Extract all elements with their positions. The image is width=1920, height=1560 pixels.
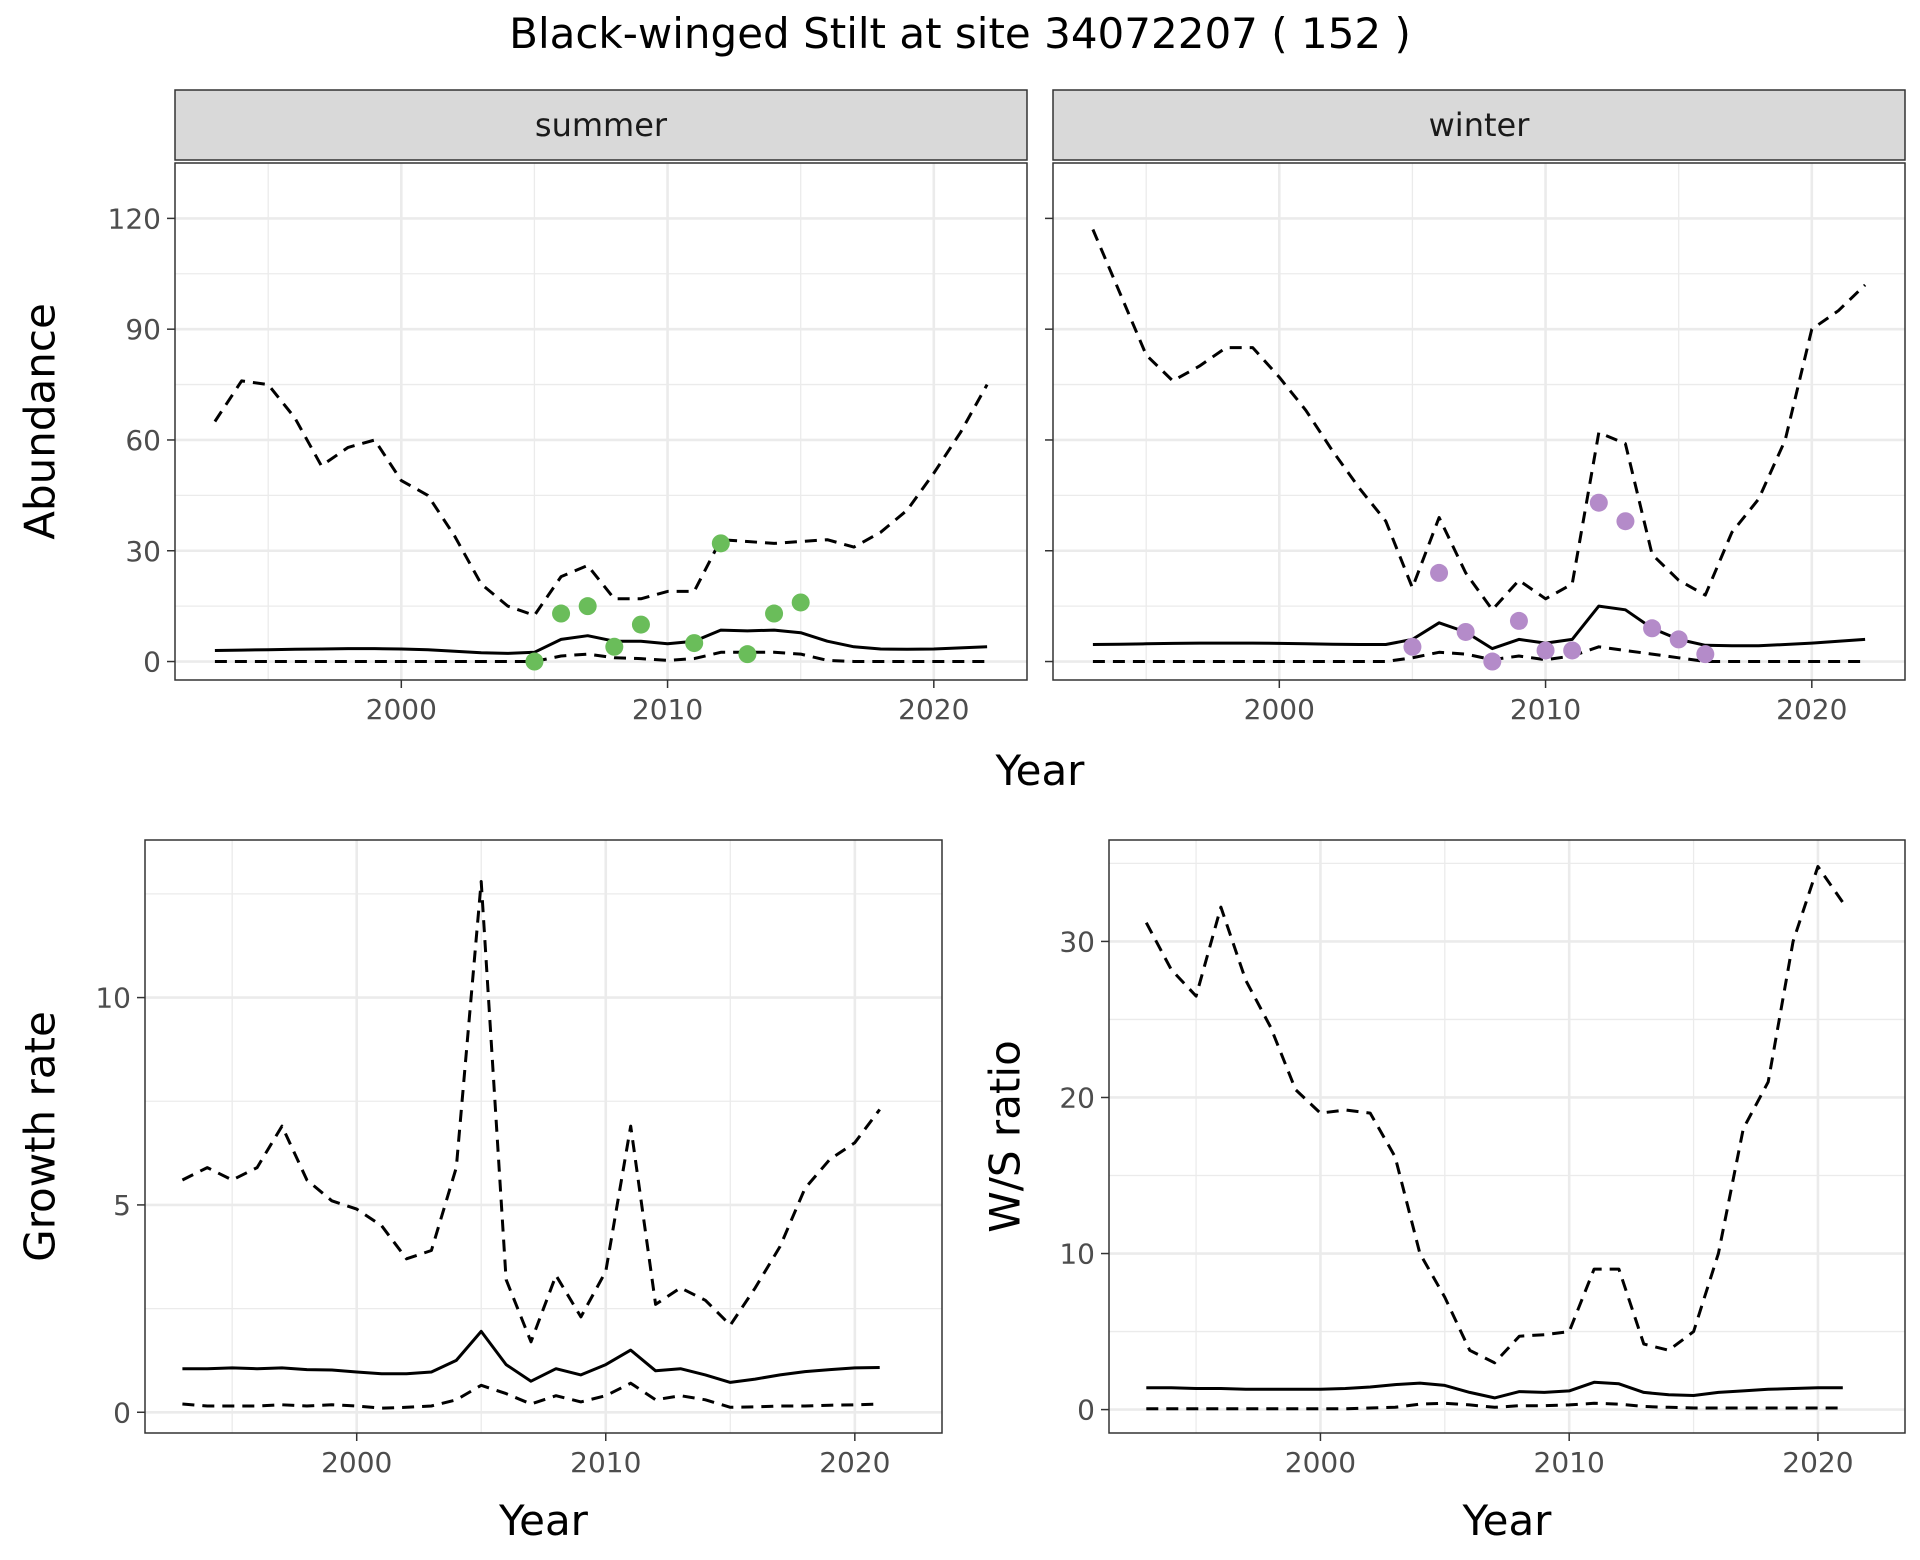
y-tick-label: 5 xyxy=(113,1189,131,1222)
series-line-dashed-2 xyxy=(214,650,988,663)
data-point xyxy=(605,637,624,656)
plot-background xyxy=(1109,840,1905,1433)
y-tick-label: 10 xyxy=(95,982,131,1015)
x-tick-label: 2010 xyxy=(1534,1446,1605,1479)
panel-border xyxy=(1052,162,1906,681)
panel-growth-rate: 2000 2010 2020 0 5 10 Growth rate Year xyxy=(16,839,943,1545)
series-line-dashed-0 xyxy=(1091,228,1867,612)
panel-ws-ratio: 2000 2010 2020 0 10 20 30 W/S ratio Year xyxy=(981,839,1906,1545)
y-tick-label: 0 xyxy=(1077,1394,1095,1427)
x-tick-label: 2010 xyxy=(570,1446,641,1479)
data-point xyxy=(1643,619,1662,638)
series-line-dashed-2 xyxy=(1092,645,1866,663)
plot-background xyxy=(175,163,1027,680)
y-axis-title: W/S ratio xyxy=(981,1040,1030,1233)
data-point xyxy=(1589,493,1608,512)
facet-strip xyxy=(174,89,1028,161)
figure-title: Black-winged Stilt at site 34072207 ( 15… xyxy=(509,9,1411,58)
y-tick-label: 60 xyxy=(125,424,161,457)
series-line-dashed-0 xyxy=(181,880,881,1344)
x-tick-label: 2000 xyxy=(321,1446,392,1479)
y-tick-label: 30 xyxy=(125,535,161,568)
data-point xyxy=(1563,641,1582,660)
data-point xyxy=(1430,563,1449,582)
plot-background xyxy=(145,840,942,1433)
data-point xyxy=(1509,611,1528,630)
panel-summer: summer 2000 2010 2020 0 30 60 90 120 Abundance xyxy=(16,89,1028,726)
y-tick-label: 10 xyxy=(1059,1238,1095,1271)
series-line-dashed-2 xyxy=(1146,1401,1843,1411)
data-point xyxy=(1456,622,1475,641)
y-tick-label: 0 xyxy=(143,646,161,679)
data-point xyxy=(1536,641,1555,660)
data-point xyxy=(791,593,810,612)
data-point xyxy=(1669,630,1688,649)
y-axis-title: Growth rate xyxy=(16,1011,65,1262)
panel-winter: winter 2000 2010 2020 xyxy=(1045,89,1906,726)
x-tick-label: 2010 xyxy=(1510,693,1581,726)
shared-x-axis-title: Year xyxy=(995,746,1086,795)
x-tick-label: 2000 xyxy=(1285,1446,1356,1479)
y-tick-label: 20 xyxy=(1059,1081,1095,1114)
y-axis-title: Abundance xyxy=(16,303,65,540)
data-point xyxy=(1616,512,1635,531)
series-line-solid-1 xyxy=(1146,1380,1843,1400)
facet-strip-label: summer xyxy=(535,106,668,144)
x-tick-label: 2020 xyxy=(819,1446,890,1479)
panel-border xyxy=(1108,839,1906,1434)
x-axis-title: Year xyxy=(1462,1496,1553,1545)
data-point xyxy=(578,597,597,616)
x-tick-label: 2000 xyxy=(366,693,437,726)
series-line-solid-1 xyxy=(182,1329,880,1384)
y-tick-label: 30 xyxy=(1059,925,1095,958)
data-point xyxy=(1403,637,1422,656)
series-line-dashed-2 xyxy=(182,1381,880,1410)
x-tick-label: 2010 xyxy=(632,693,703,726)
data-point xyxy=(1483,652,1502,671)
series-line-solid-1 xyxy=(1092,604,1866,651)
data-point xyxy=(711,534,730,553)
data-point xyxy=(765,604,784,623)
y-tick-label: 120 xyxy=(108,202,161,235)
x-axis-title: Year xyxy=(498,1496,589,1545)
x-tick-label: 2000 xyxy=(1244,693,1315,726)
plot-background xyxy=(1053,163,1905,680)
x-tick-label: 2020 xyxy=(1776,693,1847,726)
facet-strip-label: winter xyxy=(1429,106,1531,144)
data-point xyxy=(631,615,650,634)
panel-border xyxy=(174,162,1028,681)
x-tick-label: 2020 xyxy=(1782,1446,1853,1479)
facet-strip xyxy=(1052,89,1906,161)
y-tick-label: 90 xyxy=(125,313,161,346)
series-line-dashed-0 xyxy=(1144,865,1845,1365)
data-point xyxy=(1696,645,1715,664)
data-point xyxy=(685,634,704,653)
data-point xyxy=(552,604,571,623)
data-point xyxy=(738,645,757,664)
y-tick-label: 0 xyxy=(113,1396,131,1429)
data-point xyxy=(525,652,544,671)
x-tick-label: 2020 xyxy=(898,693,969,726)
series-line-solid-1 xyxy=(214,628,988,655)
panel-border xyxy=(144,839,943,1434)
